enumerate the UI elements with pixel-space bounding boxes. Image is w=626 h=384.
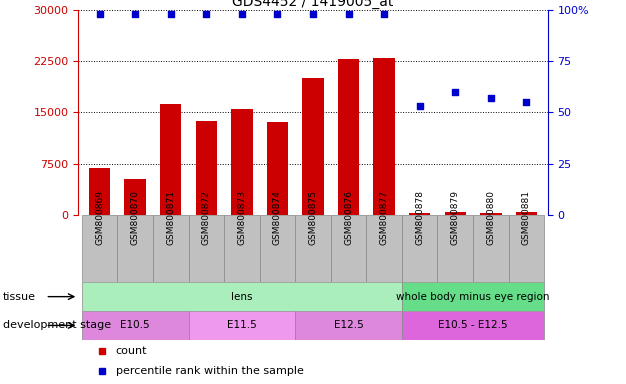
Bar [295,215,331,282]
Point [450,89,460,95]
Point [521,99,531,105]
Text: GSM800878: GSM800878 [415,190,424,245]
Bar [224,215,260,282]
Bar [260,215,295,282]
Text: lens: lens [231,291,253,302]
Text: GSM800876: GSM800876 [344,190,353,245]
Bar [82,215,118,282]
Text: GSM800872: GSM800872 [202,190,211,245]
Text: tissue: tissue [3,291,36,302]
Bar [444,212,466,215]
Bar [82,282,402,311]
Text: development stage: development stage [3,320,111,331]
Point [166,11,176,17]
Point [379,11,389,17]
Text: E10.5: E10.5 [120,320,150,331]
Bar [188,215,224,282]
Title: GDS4452 / 1419005_at: GDS4452 / 1419005_at [232,0,394,8]
Text: E11.5: E11.5 [227,320,257,331]
Text: GSM800875: GSM800875 [309,190,317,245]
Text: GSM800881: GSM800881 [522,190,531,245]
Bar [402,311,544,340]
Bar [153,215,188,282]
Bar [231,109,252,215]
Text: GSM800874: GSM800874 [273,190,282,245]
Point [272,11,282,17]
Text: GSM800873: GSM800873 [237,190,247,245]
Point [95,11,105,17]
Text: GSM800877: GSM800877 [379,190,389,245]
Bar [480,213,501,215]
Text: GSM800879: GSM800879 [451,190,459,245]
Point [308,11,318,17]
Text: E10.5 - E12.5: E10.5 - E12.5 [438,320,508,331]
Text: GSM800869: GSM800869 [95,190,104,245]
Bar [89,169,110,215]
Bar [295,311,402,340]
Bar [473,215,509,282]
Bar [374,58,395,215]
Text: GSM800880: GSM800880 [486,190,495,245]
Bar [267,122,288,215]
Bar [409,213,430,215]
Text: GSM800871: GSM800871 [167,190,175,245]
Text: count: count [116,346,147,356]
Bar [438,215,473,282]
Bar [195,121,217,215]
Point [237,11,247,17]
Bar [188,311,295,340]
Bar [338,59,359,215]
Text: whole body minus eye region: whole body minus eye region [396,291,550,302]
Bar [402,215,438,282]
Bar [118,215,153,282]
Bar [160,104,182,215]
Point [344,11,354,17]
Point [486,95,496,101]
Point [130,11,140,17]
Bar [508,215,544,282]
Bar [125,179,146,215]
Text: percentile rank within the sample: percentile rank within the sample [116,366,304,376]
Point [202,11,212,17]
Bar [516,212,537,215]
Bar [402,282,544,311]
Point [414,103,424,109]
Text: E12.5: E12.5 [334,320,364,331]
Bar [331,215,366,282]
Bar [82,311,188,340]
Text: GSM800870: GSM800870 [131,190,140,245]
Bar [302,78,324,215]
Bar [366,215,402,282]
